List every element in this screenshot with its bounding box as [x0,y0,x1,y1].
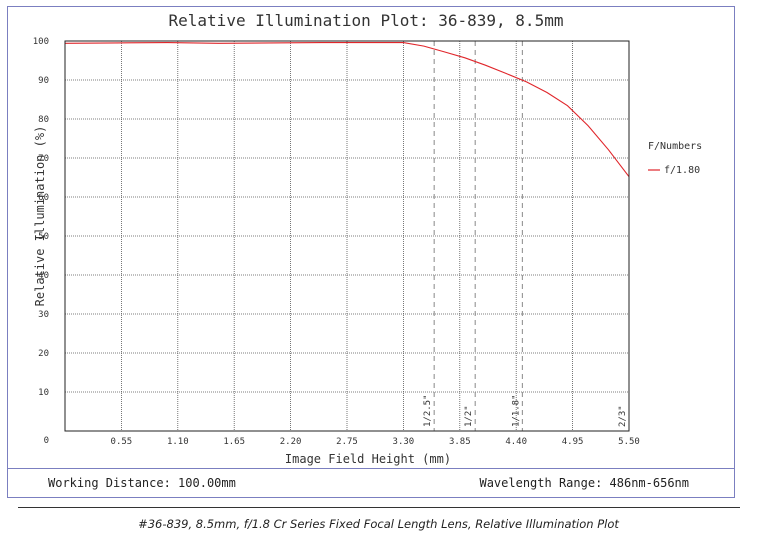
legend-title: F/Numbers [648,141,702,152]
caption-rule [18,507,740,508]
y-tick-label: 90 [38,76,49,86]
chart-title: Relative Illumination Plot: 36-839, 8.5m… [169,11,564,30]
x-tick-label: 3.30 [393,437,415,447]
sensor-markers: 1/2.5" 1/2" 1/1.8" 2/3" [423,41,630,431]
x-tick-label: 1.10 [167,437,189,447]
grid [65,41,629,431]
y-tick-label: 60 [38,193,49,203]
plot-area-border [64,40,630,432]
x-tick-label: 2.75 [336,437,358,447]
x-tick-label: 0.55 [111,437,133,447]
x-tick-label: 4.95 [562,437,584,447]
legend-entry: f/1.80 [664,165,700,176]
series-line [64,42,630,178]
x-tick-label: 4.40 [505,437,527,447]
x-tick-label: 2.20 [280,437,302,447]
y-tick-label: 0 [44,436,49,446]
relative-illumination-chart: Relative Illumination Plot: 36-839, 8.5m… [33,11,702,466]
x-tick-label: 3.85 [449,437,471,447]
sensor-marker-label: 1/2.5" [423,394,433,427]
wavelength-range-label: Wavelength Range: 486nm-656nm [479,476,689,490]
y-tick-labels: 0 10 20 30 40 50 60 70 80 90 100 [33,37,49,446]
footer-divider [8,468,734,469]
x-tick-labels: 0.55 1.10 1.65 2.20 2.75 3.30 3.85 4.40 4.95 5.50 [111,437,640,447]
legend: f/1.80 [648,165,700,176]
y-tick-label: 80 [38,115,49,125]
x-tick-label: 5.50 [618,437,640,447]
x-axis-label: Image Field Height (mm) [285,452,451,466]
y-tick-label: 20 [38,349,49,359]
working-distance-label: Working Distance: 100.00mm [48,476,236,490]
y-tick-label: 70 [38,154,49,164]
x-tick-label: 1.65 [223,437,245,447]
y-tick-label: 30 [38,310,49,320]
y-axis-label: Relative Illumination (%) [33,126,47,307]
y-tick-label: 10 [38,388,49,398]
sensor-marker-label: 2/3" [618,405,628,427]
y-tick-label: 40 [38,271,49,281]
plot-frame: Relative Illumination Plot: 36-839, 8.5m… [7,6,735,498]
y-tick-label: 50 [38,232,49,242]
sensor-marker-label: 1/2" [464,405,474,427]
sensor-marker-label: 1/1.8" [511,394,521,427]
series-lines [64,42,630,178]
figure-caption: #36-839, 8.5mm, f/1.8 Cr Series Fixed Fo… [138,517,619,531]
y-tick-label: 100 [33,37,49,47]
